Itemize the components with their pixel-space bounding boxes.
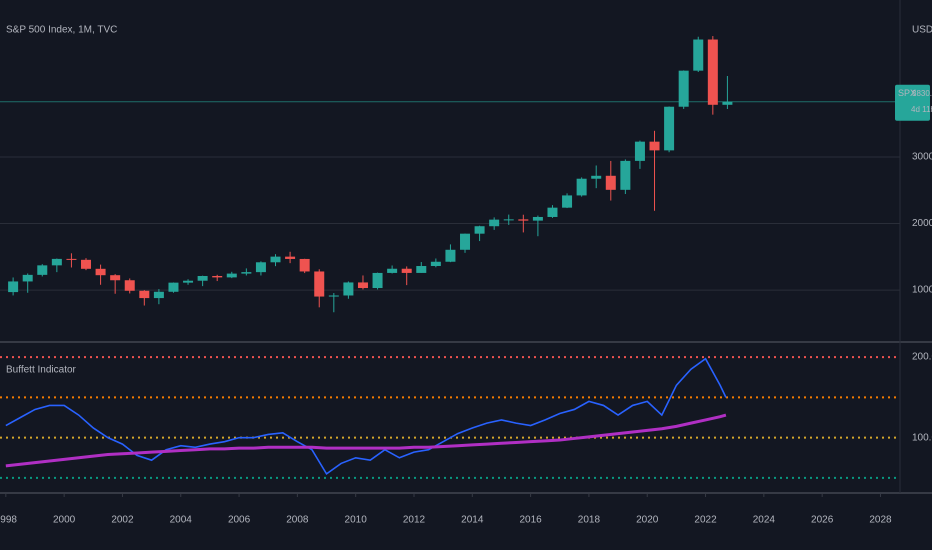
candle-body — [649, 141, 660, 151]
indicator-title: Buffett Indicator — [6, 365, 77, 376]
y-tick-label: 200.00 — [912, 352, 932, 363]
candle-body — [474, 226, 485, 234]
x-tick-label: 2014 — [461, 515, 484, 526]
candle-body — [372, 272, 383, 289]
candle-body — [139, 290, 150, 299]
candle-body — [285, 256, 296, 259]
candle-body — [81, 259, 92, 269]
candle-body — [707, 39, 718, 105]
candle-body — [664, 106, 675, 151]
x-tick-label: 2008 — [286, 515, 309, 526]
price-badge — [895, 84, 930, 121]
last-price-label: 3830.29 — [912, 89, 932, 98]
candle-body — [445, 249, 456, 262]
candle-body — [153, 291, 164, 299]
x-tick-label: 2002 — [111, 515, 134, 526]
y-tick-label: 3000.00 — [912, 152, 932, 163]
candle-body — [562, 195, 573, 208]
candle-body — [693, 39, 704, 71]
candle-body — [299, 258, 310, 272]
x-tick-label: 1998 — [0, 515, 17, 526]
candle-body — [212, 275, 223, 278]
x-tick-label: 2004 — [170, 515, 193, 526]
candle-body — [722, 101, 733, 105]
candle-body — [416, 266, 427, 273]
chart-title: S&P 500 Index, 1M, TVC — [6, 25, 117, 36]
x-tick-label: 2010 — [345, 515, 368, 526]
candle-body — [460, 233, 471, 250]
candle-body — [620, 160, 631, 190]
candle-body — [328, 295, 339, 297]
candle-body — [314, 271, 325, 297]
candle-body — [387, 268, 398, 273]
x-tick-label: 2026 — [811, 515, 834, 526]
candle-body — [591, 175, 602, 179]
candle-body — [547, 207, 558, 217]
candle-body — [357, 282, 368, 289]
candle-body — [503, 219, 514, 221]
x-tick-label: 2016 — [519, 515, 542, 526]
candle-body — [401, 268, 412, 273]
candle-body — [168, 282, 179, 292]
y-tick-label: 2000.00 — [912, 218, 932, 229]
candle-body — [489, 219, 500, 227]
candle-body — [66, 258, 77, 260]
candle-body — [518, 219, 529, 221]
x-tick-label: 2022 — [694, 515, 717, 526]
x-tick-label: 2006 — [228, 515, 251, 526]
indicator-line — [5, 413, 727, 468]
candle-body — [605, 175, 616, 190]
x-tick-label: 2024 — [753, 515, 776, 526]
candle-body — [197, 275, 208, 281]
candle-body — [343, 282, 354, 296]
candle-body — [532, 216, 543, 221]
symbol-label: SPX — [898, 88, 916, 98]
candle-body — [634, 141, 645, 161]
y-tick-label: 1000.00 — [912, 285, 932, 296]
x-tick-label: 2012 — [403, 515, 426, 526]
candle-body — [430, 261, 441, 267]
axis-unit: USD — [912, 25, 932, 36]
x-tick-label: 2020 — [636, 515, 659, 526]
candle-body — [124, 280, 135, 291]
candle-body — [95, 268, 106, 276]
candle-body — [37, 265, 48, 275]
candle-body — [183, 280, 194, 283]
countdown-label: 4d 11h — [911, 105, 932, 114]
candle-body — [576, 178, 587, 196]
candle-body — [226, 273, 237, 278]
candle-body — [8, 281, 19, 293]
candle-body — [678, 70, 689, 107]
candle-body — [22, 274, 33, 282]
candle-body — [241, 272, 252, 274]
candle-body — [270, 256, 281, 263]
candle-body — [110, 275, 121, 281]
x-tick-label: 2028 — [869, 515, 892, 526]
indicator-line — [5, 357, 727, 476]
x-tick-label: 2000 — [53, 515, 76, 526]
candle-body — [255, 262, 266, 273]
x-tick-label: 2018 — [578, 515, 601, 526]
y-tick-label: 100.00 — [912, 432, 932, 443]
candle-body — [51, 258, 62, 266]
